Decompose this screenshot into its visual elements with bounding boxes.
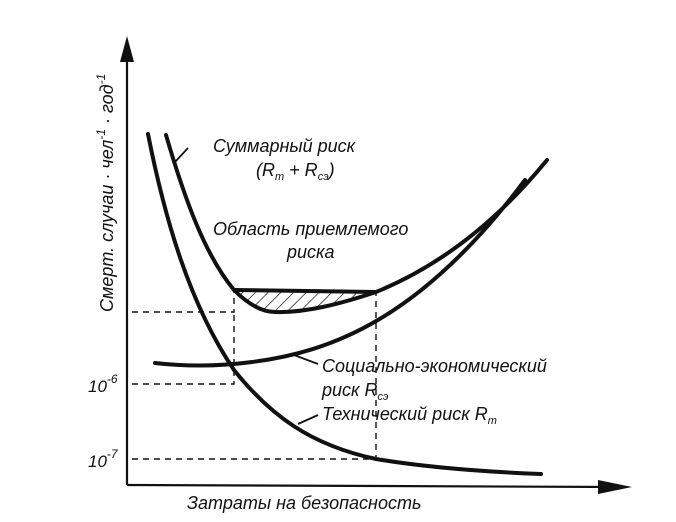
x-axis-arrow-icon (598, 480, 632, 494)
technical-risk-curve (146, 132, 543, 476)
y-axis-arrow-icon (120, 36, 134, 62)
guide-line-upper (132, 290, 235, 313)
x-axis (126, 483, 621, 489)
technical-risk-leader (297, 414, 319, 425)
technical-risk-label: Технический риск Rт (322, 404, 497, 427)
acceptable-risk-top-line (233, 288, 377, 294)
acceptable-risk-label-line2: риска (286, 242, 335, 262)
acceptable-risk-region (234, 290, 376, 313)
total-risk-curve (164, 133, 549, 315)
y-axis-label: Смерт. случаи · чел-1 · год-1 (94, 74, 117, 312)
social-economic-risk-curve (153, 178, 527, 368)
x-axis-label: Затраты на безопасность (187, 493, 421, 513)
social-risk-leader (293, 354, 319, 365)
social-risk-label-line2: риск Rсэ (321, 380, 389, 403)
acceptable-risk-label: Область приемлемого (213, 219, 408, 239)
guide-line-left (132, 312, 235, 385)
social-risk-label: Социально-экономический (322, 356, 547, 376)
y-tick-label: 10-6 (88, 372, 118, 396)
total-risk-formula: (Rт + Rсэ) (256, 160, 335, 183)
total-risk-leader (174, 147, 189, 163)
total-risk-label: Суммарный риск (213, 136, 357, 156)
y-tick-label: 10-7 (88, 447, 119, 471)
